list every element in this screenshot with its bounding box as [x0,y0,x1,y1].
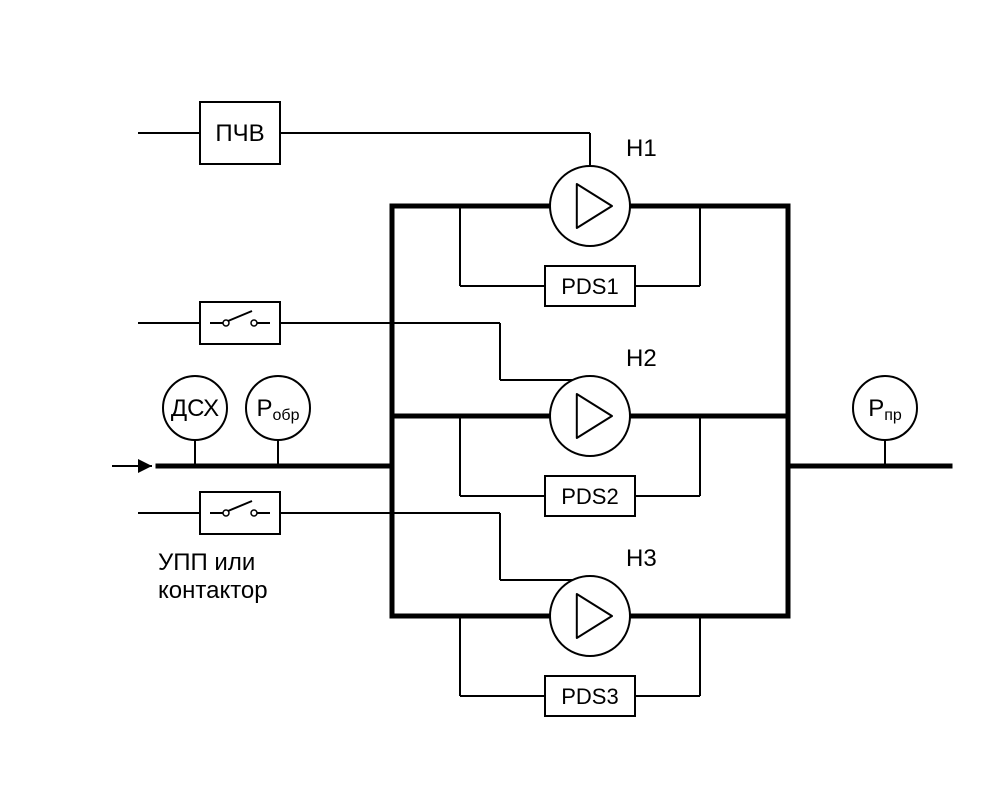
pchv-label: ПЧВ [215,120,264,147]
dsx-sensor-label: ДСХ [171,395,219,422]
caption-text: УПП иликонтактор [158,549,268,604]
h3-pump [550,576,630,656]
pds1-block-label: PDS1 [561,274,618,299]
caption-line-2: контактор [158,577,268,604]
h1-pump [550,166,630,246]
caption-line-1: УПП или [158,549,255,576]
h2-pump-label: Н2 [626,345,657,372]
h3-pump-label: Н3 [626,545,657,572]
inlet-arrow [112,459,152,473]
h2-pump [550,376,630,456]
pump-scheme-diagram: ПЧВPDS1PDS2PDS3 ДСХРобрРпрН1Н2Н3 УПП или… [0,0,1001,801]
pds2-block-label: PDS2 [561,484,618,509]
h1-pump-label: Н1 [626,135,657,162]
pds3-block-label: PDS3 [561,684,618,709]
circle-nodes: ДСХРобрРпрН1Н2Н3 [163,135,917,656]
